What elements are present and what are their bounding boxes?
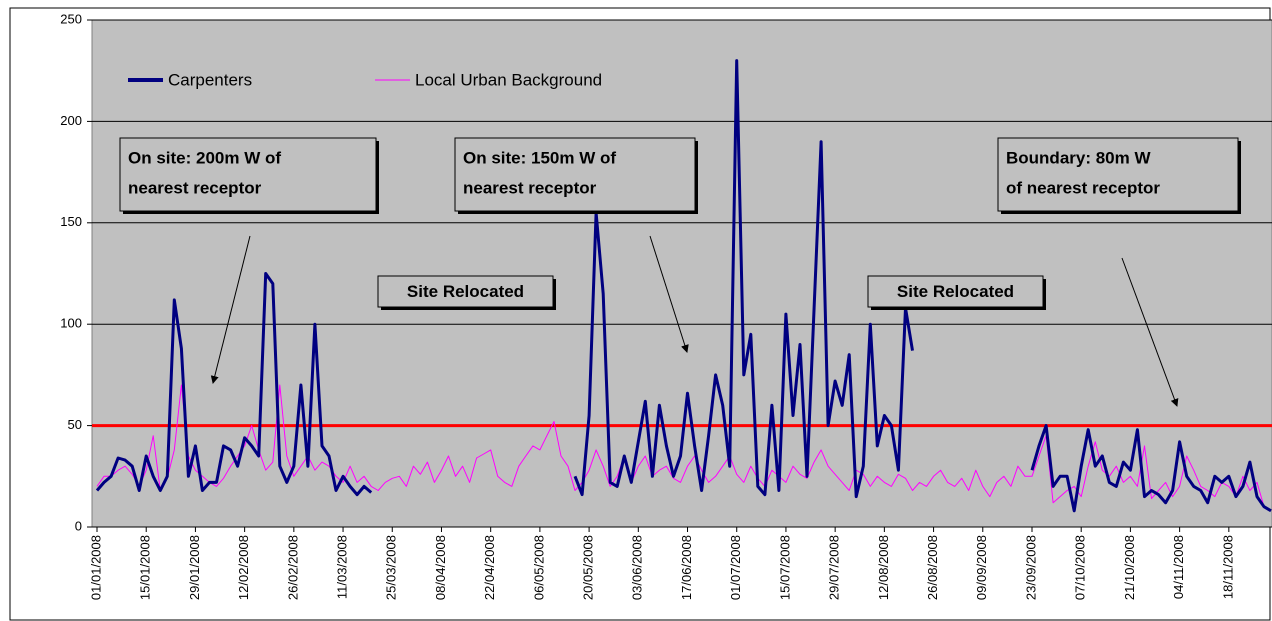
annotation-box — [377, 275, 554, 308]
x-tick-label: 25/03/2008 — [384, 535, 399, 600]
x-tick-label: 06/05/2008 — [531, 535, 546, 600]
x-tick-label: 08/04/2008 — [433, 535, 448, 600]
series-line — [96, 384, 1272, 512]
x-tick-label: 11/03/2008 — [334, 535, 349, 599]
annotation: Site Relocated — [897, 282, 1014, 301]
series-line — [95, 59, 1272, 513]
x-tick-label: 12/02/2008 — [236, 535, 251, 600]
annotation: Boundary: 80m W — [1006, 148, 1151, 167]
annotation: On site: 150m W of — [463, 148, 616, 167]
y-tick-label: 200 — [60, 113, 82, 128]
x-tick-label: 03/06/2008 — [630, 535, 645, 600]
arrow — [1121, 257, 1179, 407]
annotation-box — [997, 137, 1239, 212]
annotation: nearest receptor — [128, 178, 262, 197]
y-tick-label: 250 — [60, 11, 82, 26]
x-tick-label: 09/09/2008 — [974, 535, 989, 600]
x-tick-label: 26/08/2008 — [925, 535, 940, 600]
x-tick-label: 29/07/2008 — [827, 535, 842, 600]
y-tick-label: 0 — [75, 518, 82, 533]
x-tick-label: 29/01/2008 — [187, 535, 202, 600]
x-tick-label: 17/06/2008 — [679, 535, 694, 600]
y-tick-label: 100 — [60, 316, 82, 331]
annotation-box — [867, 275, 1044, 308]
annotation: On site: 200m W of — [128, 148, 281, 167]
x-tick-label: 15/07/2008 — [777, 535, 792, 600]
annotation: Site Relocated — [407, 282, 524, 301]
x-tick-label: 12/08/2008 — [876, 535, 891, 600]
annotation: nearest receptor — [463, 178, 597, 197]
legend-label: Carpenters — [168, 70, 252, 89]
x-tick-label: 15/01/2008 — [138, 535, 153, 600]
x-tick-label: 22/04/2008 — [482, 535, 497, 600]
annotation-box — [119, 137, 377, 212]
x-tick-label: 04/11/2008 — [1171, 535, 1186, 599]
x-tick-label: 18/11/2008 — [1220, 535, 1235, 599]
annotation-box — [454, 137, 696, 212]
x-tick-label: 23/09/2008 — [1023, 535, 1038, 600]
x-tick-label: 01/07/2008 — [728, 535, 743, 600]
x-tick-label: 07/10/2008 — [1073, 535, 1088, 600]
x-tick-label: 21/10/2008 — [1122, 535, 1137, 600]
y-tick-label: 50 — [68, 417, 82, 432]
arrow — [210, 235, 251, 384]
x-tick-label: 26/02/2008 — [285, 535, 300, 600]
y-tick-label: 150 — [60, 214, 82, 229]
arrow — [649, 235, 689, 353]
annotation: of nearest receptor — [1006, 178, 1160, 197]
x-tick-label: 20/05/2008 — [581, 535, 596, 600]
x-tick-label: 01/01/2008 — [88, 535, 103, 600]
legend-label: Local Urban Background — [415, 70, 602, 89]
